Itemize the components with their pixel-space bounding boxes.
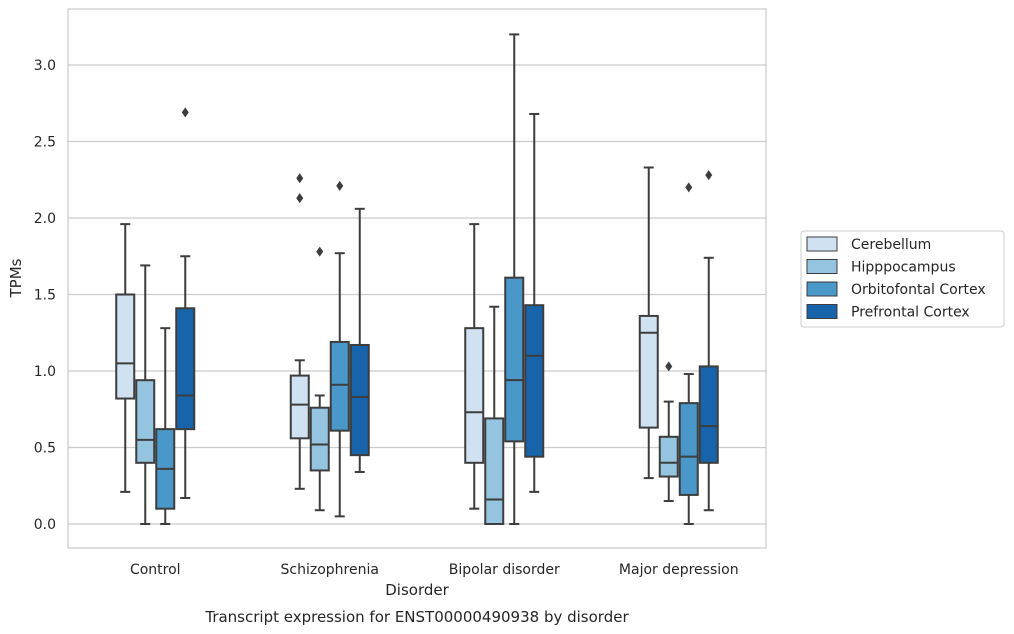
box-group: [155, 327, 176, 525]
box-group: [638, 166, 659, 480]
box: [678, 402, 699, 496]
box-group: [349, 207, 370, 473]
outlier-point: [665, 361, 673, 372]
box-group: [504, 33, 525, 525]
box-group: [329, 180, 350, 518]
box-group: [464, 223, 485, 510]
x-tick-label: Schizophrenia: [281, 562, 379, 578]
outlier-point: [316, 246, 324, 257]
box-group: [115, 223, 136, 493]
legend-label: Orbitofontal Cortex: [851, 282, 986, 298]
box: [658, 435, 679, 478]
legend-frame: [800, 230, 1005, 328]
y-tick-label: 0.5: [34, 441, 56, 457]
plot-frame: [67, 8, 767, 549]
y-tick-label: 2.0: [34, 211, 56, 227]
box-group: [289, 173, 310, 490]
legend-swatch: [806, 236, 838, 252]
y-tick-label: 1.5: [34, 288, 56, 304]
outlier-point: [705, 170, 713, 181]
box-group: [175, 107, 196, 499]
box-group: [135, 264, 156, 525]
boxes-layer: [115, 33, 719, 525]
outlier-point: [181, 107, 189, 118]
box: [349, 343, 370, 457]
box: [289, 374, 310, 440]
legend-label: Hipppocampus: [851, 260, 956, 276]
y-tick-label: 3.0: [34, 58, 56, 74]
box-group: [678, 182, 699, 525]
box: [524, 304, 545, 458]
legend-swatch: [806, 304, 838, 319]
y-axis-label: TPMs: [7, 258, 25, 298]
box-group: [309, 246, 330, 512]
legend-swatch: [806, 259, 838, 274]
y-tick-labels: 0.0 0.5 1.0 1.5 2.0 2.5 3.0: [34, 58, 56, 533]
outlier-point: [296, 193, 304, 204]
y-tick-label: 2.5: [34, 135, 56, 151]
x-tick-labels: Control Schizophrenia Bipolar disorder Majo…: [130, 562, 739, 578]
y-tick-label: 0.0: [34, 517, 56, 533]
x-tick-label: Bipolar disorder: [449, 562, 560, 578]
outlier-point: [685, 182, 693, 193]
legend-items: Cerebellum Hipppocampus Orbitofontal Corte…: [806, 236, 986, 321]
box: [135, 379, 156, 464]
y-tick-label: 1.0: [34, 364, 56, 380]
legend: Cerebellum Hipppocampus Orbitofontal Corte…: [800, 230, 1005, 328]
box: [698, 365, 719, 464]
box: [329, 340, 350, 432]
outlier-point: [336, 180, 344, 191]
box-group: [698, 170, 719, 512]
legend-label: Prefrontal Cortex: [851, 305, 970, 321]
box-group: [524, 112, 545, 493]
x-axis-label: Disorder: [385, 581, 449, 599]
outlier-point: [296, 173, 304, 184]
legend-swatch: [806, 281, 838, 297]
box: [309, 406, 330, 472]
x-tick-label: Control: [130, 562, 181, 578]
legend-label: Cerebellum: [851, 237, 931, 253]
box: [115, 293, 136, 400]
box-group: [484, 305, 505, 525]
x-tick-label: Major depression: [619, 562, 739, 578]
box: [464, 327, 485, 464]
box-group: [658, 361, 679, 503]
chart-title: Transcript expression for ENST0000049093…: [204, 608, 629, 626]
box: [638, 314, 659, 429]
box: [484, 417, 505, 525]
box: [175, 307, 196, 431]
box: [504, 276, 525, 443]
